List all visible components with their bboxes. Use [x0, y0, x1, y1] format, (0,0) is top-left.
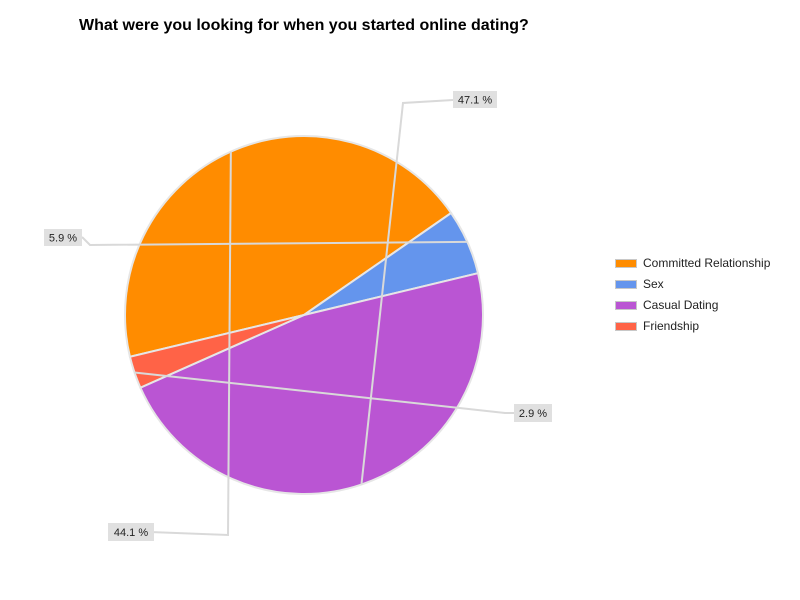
legend-label: Committed Relationship: [643, 256, 771, 270]
leader-line: [134, 371, 514, 414]
legend-swatch: [615, 279, 637, 289]
legend-label: Casual Dating: [643, 298, 719, 312]
legend-label: Sex: [643, 277, 664, 291]
legend-label: Friendship: [643, 319, 700, 333]
data-label: 44.1 %: [114, 527, 148, 539]
data-label: 5.9 %: [49, 233, 77, 245]
data-label-box: [44, 229, 82, 246]
data-label: 47.1 %: [458, 95, 492, 107]
data-label-box: [453, 91, 497, 108]
leader-line: [149, 151, 232, 537]
data-label-box: [108, 523, 154, 541]
chart-title: What were you looking for when you start…: [79, 17, 529, 34]
legend-item: Committed Relationship: [615, 256, 770, 270]
leader-lines: [81, 99, 514, 537]
data-label: 2.9 %: [519, 408, 547, 420]
leader-line: [360, 99, 454, 485]
legend-swatch: [615, 258, 637, 268]
legend-swatch: [615, 300, 637, 310]
legend-item: Casual Dating: [615, 298, 718, 312]
leader-line: [81, 236, 468, 247]
legend-item: Sex: [615, 277, 664, 291]
pie-slice-casual-dating: [139, 272, 484, 495]
legend-item: Friendship: [615, 319, 699, 333]
legend-swatch: [615, 321, 637, 331]
pie-slices: [124, 135, 484, 495]
data-label-box: [514, 404, 552, 422]
data-labels: 44.1 % 5.9 % 47.1 % 2.9 %: [44, 91, 552, 541]
